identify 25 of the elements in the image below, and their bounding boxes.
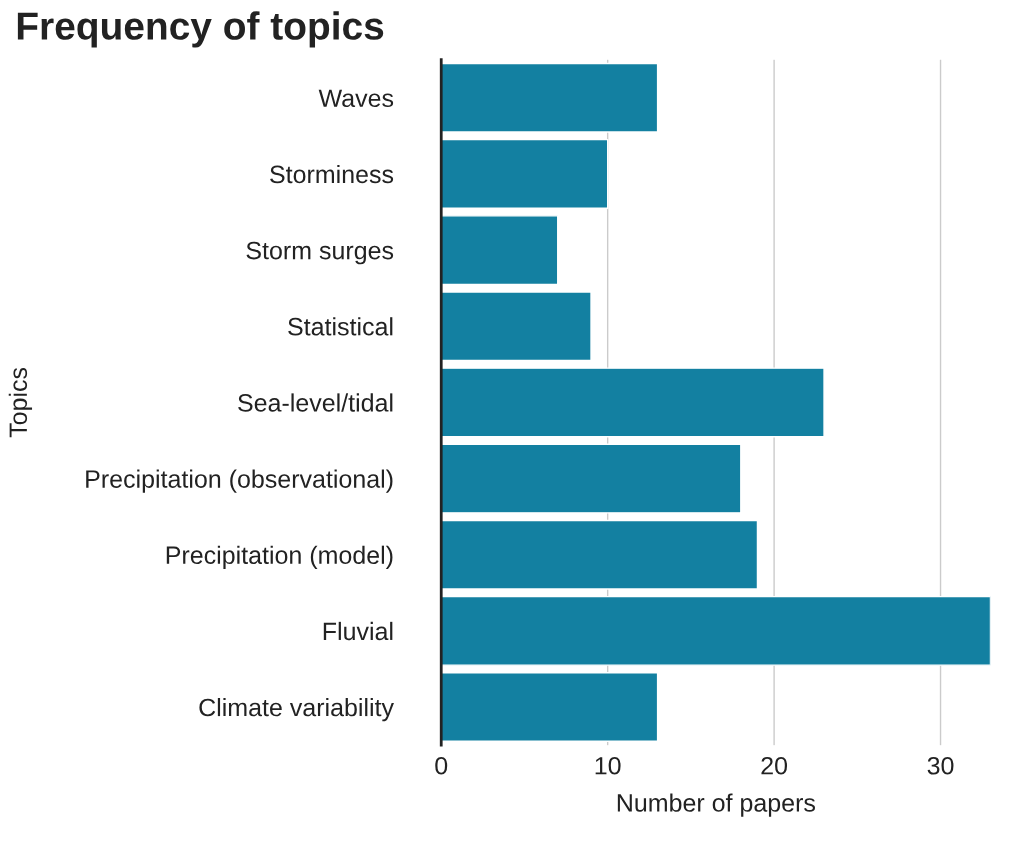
y-tick-label: Precipitation (observational) <box>86 469 393 493</box>
x-tick-label: 30 <box>927 756 954 775</box>
y-tick-label: Climate variability <box>199 697 394 722</box>
y-axis-title: Topics <box>8 367 33 438</box>
bar <box>441 595 991 666</box>
bar <box>441 672 659 743</box>
y-tick-label: Precipitation (model) <box>166 545 393 569</box>
x-tick-label: 0 <box>435 756 448 775</box>
y-tick-label: Storminess <box>270 164 394 184</box>
bar <box>441 291 592 362</box>
bar <box>441 62 659 133</box>
bar <box>441 138 609 209</box>
x-axis-title: Number of papers <box>617 793 815 817</box>
bar <box>441 443 742 514</box>
chart-title: Frequency of topics <box>17 11 384 48</box>
bar <box>441 367 825 438</box>
y-tick-label: Waves <box>318 89 394 108</box>
bar <box>441 519 759 590</box>
x-tick-label: 20 <box>761 756 788 775</box>
y-tick-label: Statistical <box>288 317 393 336</box>
y-tick-label: Storm surges <box>246 241 394 265</box>
bar <box>441 215 559 286</box>
y-tick-label: Sea-level/tidal <box>238 393 393 412</box>
x-tick-label: 10 <box>595 756 621 775</box>
y-tick-label: Fluvial <box>323 621 393 641</box>
